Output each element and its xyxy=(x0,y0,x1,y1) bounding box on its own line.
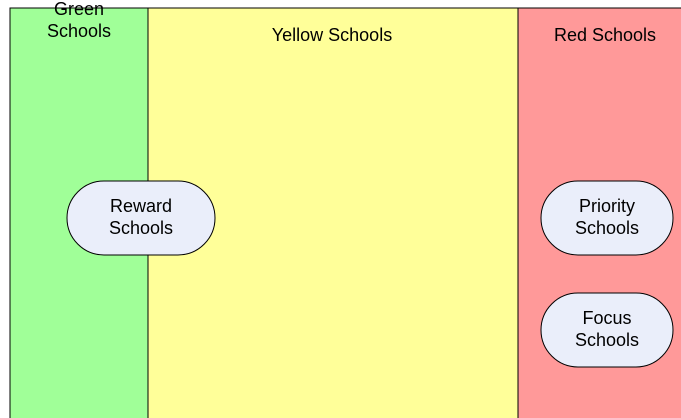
node xyxy=(540,292,674,368)
node xyxy=(66,180,216,256)
zone-title: Red Schools xyxy=(554,25,656,45)
node-label: Priority Schools xyxy=(575,196,639,238)
node xyxy=(540,180,674,256)
zone-title: Green Schools xyxy=(47,0,111,41)
zone-title: Yellow Schools xyxy=(272,25,392,45)
node-label: Reward Schools xyxy=(109,196,173,238)
node-label: Focus Schools xyxy=(575,308,639,350)
